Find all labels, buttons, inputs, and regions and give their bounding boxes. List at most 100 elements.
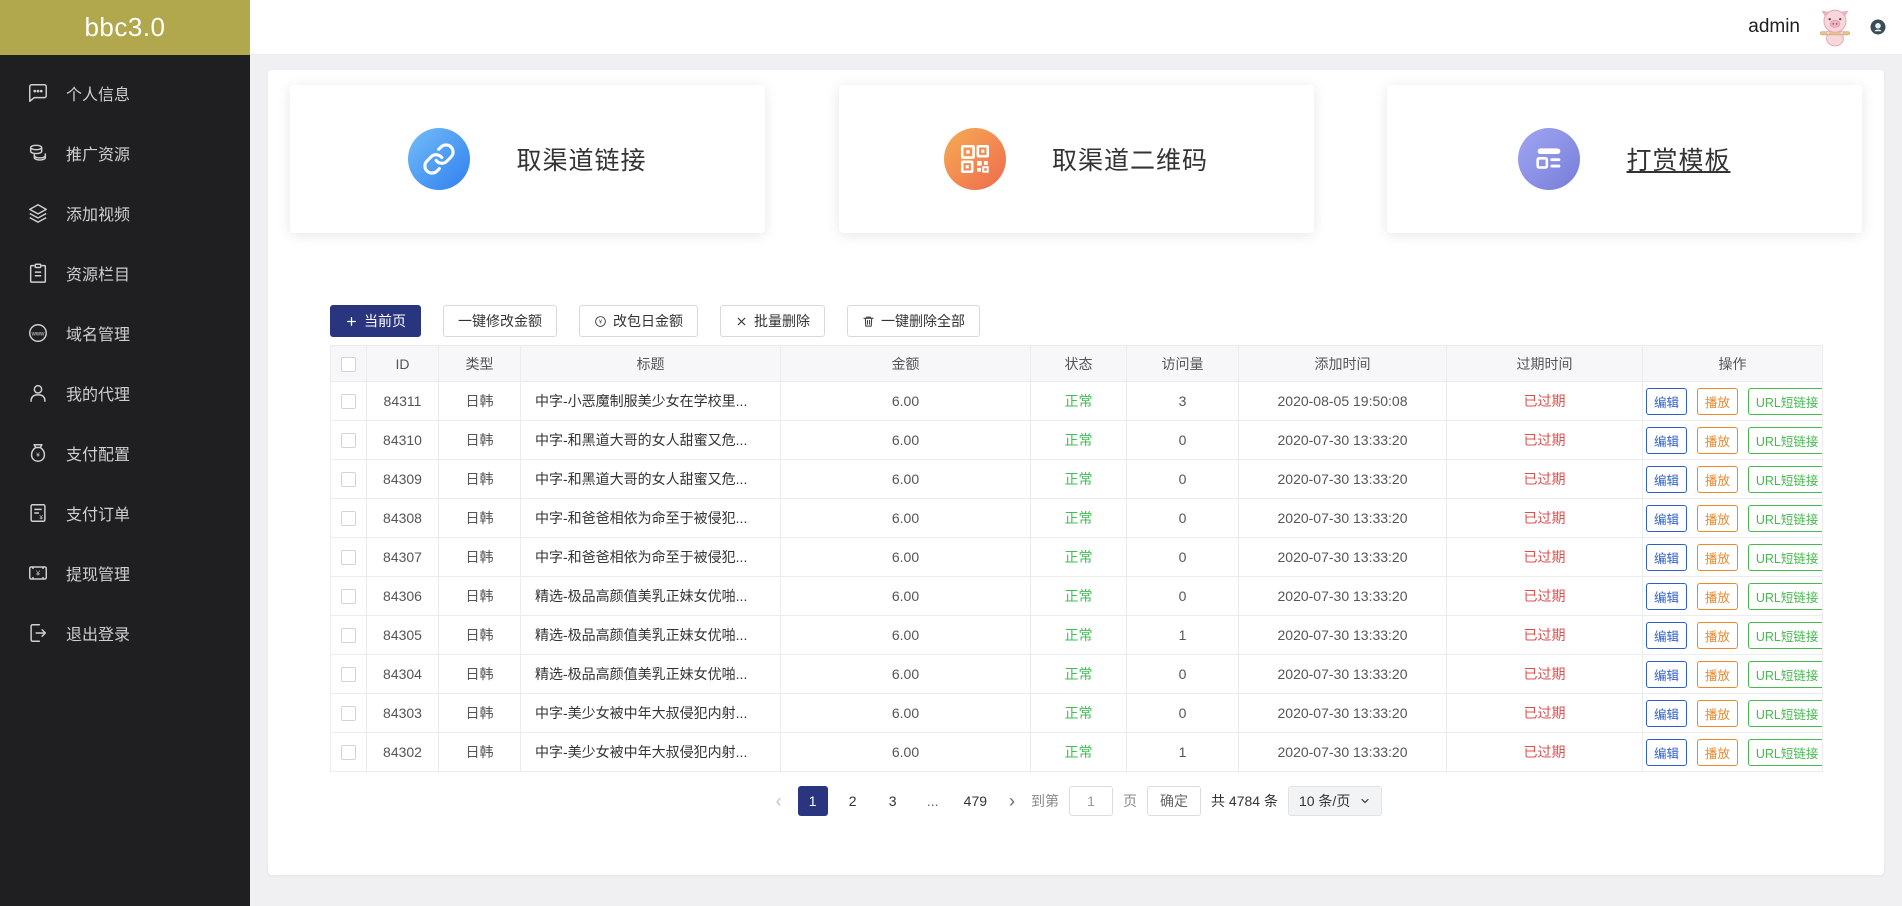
header-badge-icon[interactable] — [1870, 19, 1886, 35]
shortcut-card-2[interactable]: 取渠道二维码 — [838, 85, 1314, 233]
edit-button[interactable]: 编辑 — [1646, 738, 1688, 766]
play-button[interactable]: 播放 — [1696, 426, 1738, 454]
page-button[interactable]: 479 — [963, 793, 988, 809]
select-all-checkbox[interactable] — [341, 356, 356, 372]
cell-id: 84308 — [366, 498, 439, 538]
edit-button[interactable]: 编辑 — [1646, 621, 1688, 649]
cell-expire-status: 已过期 — [1446, 420, 1643, 460]
play-button[interactable]: 播放 — [1696, 387, 1738, 415]
toolbar-button-2[interactable]: 一键修改金额 — [443, 305, 557, 337]
goto-page-input[interactable] — [1069, 786, 1114, 816]
status-badge: 正常 — [1030, 537, 1127, 577]
edit-button[interactable]: 编辑 — [1646, 426, 1688, 454]
shortcut-card-3[interactable]: 打赏模板 — [1387, 85, 1862, 233]
edit-button[interactable]: 编辑 — [1646, 504, 1688, 532]
cell-added-time: 2020-07-30 13:33:20 — [1238, 576, 1447, 616]
sidebar-item-9[interactable]: ¥ 提现管理 — [0, 543, 250, 603]
url-shortlink-button[interactable]: URL短链接 — [1747, 387, 1822, 415]
edit-button[interactable]: 编辑 — [1646, 582, 1688, 610]
username[interactable]: admin — [1748, 16, 1800, 37]
cell-amount: 6.00 — [780, 654, 1031, 694]
url-shortlink-button[interactable]: URL短链接 — [1747, 504, 1822, 532]
edit-button[interactable]: 编辑 — [1646, 660, 1688, 688]
sidebar-item-4[interactable]: 资源栏目 — [0, 243, 250, 303]
sidebar-item-6[interactable]: 我的代理 — [0, 363, 250, 423]
cell-id: 84304 — [366, 654, 439, 694]
confirm-button[interactable]: 确定 — [1147, 786, 1202, 816]
page-button-active[interactable]: 1 — [797, 786, 828, 816]
play-button[interactable]: 播放 — [1696, 465, 1738, 493]
sidebar-item-5[interactable]: www 域名管理 — [0, 303, 250, 363]
play-button[interactable]: 播放 — [1696, 699, 1738, 727]
page-button[interactable]: 2 — [848, 793, 857, 809]
row-checkbox[interactable] — [341, 433, 356, 449]
url-shortlink-button[interactable]: URL短链接 — [1747, 582, 1822, 610]
cell-amount: 6.00 — [780, 498, 1031, 538]
row-checkbox[interactable] — [341, 472, 356, 488]
cell-expire-status: 已过期 — [1446, 576, 1643, 616]
sidebar-item-3[interactable]: 添加视频 — [0, 183, 250, 243]
cell-visits: 0 — [1126, 459, 1239, 499]
play-button[interactable]: 播放 — [1696, 543, 1738, 571]
url-shortlink-button[interactable]: URL短链接 — [1747, 699, 1822, 727]
row-checkbox[interactable] — [341, 394, 356, 410]
page-button[interactable]: 3 — [888, 793, 897, 809]
play-button[interactable]: 播放 — [1696, 504, 1738, 532]
toolbar-button-3[interactable]: ¥ 改包日金额 — [579, 305, 698, 337]
page-size-select[interactable]: 10 条/页 — [1287, 786, 1383, 816]
table-header-row: ID 类型 标题 金额 状态 访问量 添加时间 过期时间 操作 — [330, 345, 1823, 382]
next-page-button[interactable]: › — [1009, 790, 1016, 811]
main-panel: 取渠道链接 取渠道二维码 打赏模板 当前页 一键修改金额 ¥ 改包日金额 批量删… — [268, 70, 1884, 875]
cell-expire-status: 已过期 — [1446, 459, 1643, 499]
url-shortlink-button[interactable]: URL短链接 — [1747, 465, 1822, 493]
cell-visits: 1 — [1126, 732, 1239, 772]
cell-type: 日韩 — [438, 381, 521, 421]
svg-text:¥: ¥ — [39, 514, 43, 521]
url-shortlink-button[interactable]: URL短链接 — [1747, 621, 1822, 649]
table-row: 84304 日韩 精选-极品高颜值美乳正妹女优啪... 6.00 正常 0 20… — [330, 654, 1823, 694]
cell-amount: 6.00 — [780, 576, 1031, 616]
cell-visits: 0 — [1126, 537, 1239, 577]
play-button[interactable]: 播放 — [1696, 660, 1738, 688]
sidebar-item-10[interactable]: 退出登录 — [0, 603, 250, 663]
app-logo[interactable]: bbc3.0 — [0, 0, 250, 55]
toolbar: 当前页 一键修改金额 ¥ 改包日金额 批量删除 一键删除全部 — [330, 305, 1884, 337]
layers-icon — [27, 202, 49, 224]
pig-avatar[interactable] — [1814, 6, 1856, 48]
sidebar-item-label: 资源栏目 — [66, 267, 131, 284]
sidebar-item-1[interactable]: 个人信息 — [0, 63, 250, 123]
row-checkbox[interactable] — [341, 667, 356, 683]
row-checkbox[interactable] — [341, 706, 356, 722]
toolbar-button-1[interactable]: 当前页 — [330, 305, 421, 337]
url-shortlink-button[interactable]: URL短链接 — [1747, 543, 1822, 571]
status-badge: 正常 — [1030, 381, 1127, 421]
page-unit-label: 页 — [1123, 793, 1138, 809]
play-button[interactable]: 播放 — [1696, 738, 1738, 766]
sidebar-item-2[interactable]: 推广资源 — [0, 123, 250, 183]
url-shortlink-button[interactable]: URL短链接 — [1747, 426, 1822, 454]
col-status: 状态 — [1030, 345, 1127, 382]
edit-button[interactable]: 编辑 — [1646, 387, 1688, 415]
row-checkbox[interactable] — [341, 628, 356, 644]
url-shortlink-button[interactable]: URL短链接 — [1747, 738, 1822, 766]
sidebar-item-8[interactable]: ¥ 支付订单 — [0, 483, 250, 543]
row-checkbox[interactable] — [341, 550, 356, 566]
toolbar-button-4[interactable]: 批量删除 — [720, 305, 825, 337]
cell-id: 84307 — [366, 537, 439, 577]
play-button[interactable]: 播放 — [1696, 621, 1738, 649]
edit-button[interactable]: 编辑 — [1646, 465, 1688, 493]
toolbar-button-5[interactable]: 一键删除全部 — [847, 305, 980, 337]
shortcut-card-1[interactable]: 取渠道链接 — [290, 85, 765, 233]
sidebar-item-7[interactable]: ¥ 支付配置 — [0, 423, 250, 483]
edit-button[interactable]: 编辑 — [1646, 699, 1688, 727]
cell-added-time: 2020-08-05 19:50:08 — [1238, 381, 1447, 421]
cell-type: 日韩 — [438, 654, 521, 694]
prev-page-button[interactable]: ‹ — [775, 790, 782, 811]
row-checkbox[interactable] — [341, 745, 356, 761]
edit-button[interactable]: 编辑 — [1646, 543, 1688, 571]
col-actions: 操作 — [1642, 345, 1823, 382]
row-checkbox[interactable] — [341, 511, 356, 527]
url-shortlink-button[interactable]: URL短链接 — [1747, 660, 1822, 688]
play-button[interactable]: 播放 — [1696, 582, 1738, 610]
row-checkbox[interactable] — [341, 589, 356, 605]
